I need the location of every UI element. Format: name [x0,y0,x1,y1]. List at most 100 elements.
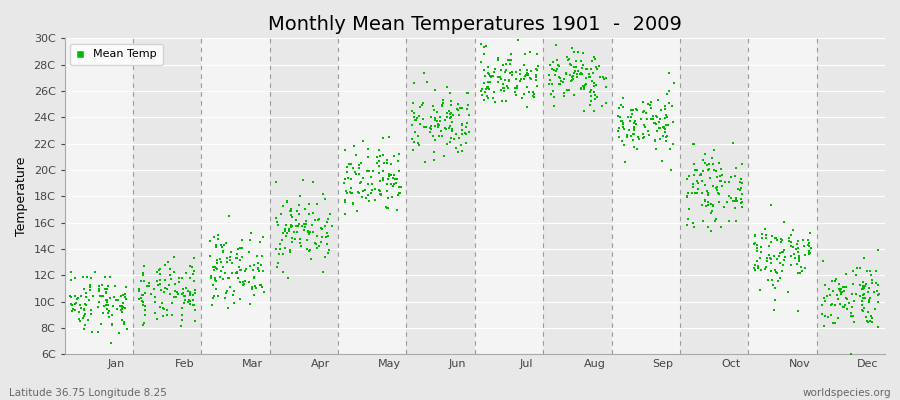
Point [382,170,397,177]
Point [284,206,298,213]
Point [452,112,466,118]
Point [748,266,762,273]
Point [850,265,864,272]
Point [114,309,129,315]
Point [837,288,851,294]
Point [157,306,171,312]
Point [216,264,230,271]
Point [283,249,297,255]
Point [697,168,711,174]
Point [560,54,574,60]
Point [253,282,267,288]
Point [443,111,457,118]
Point [248,274,262,280]
Point [852,265,867,271]
Point [687,161,701,168]
Point [302,231,317,237]
Point [320,250,335,257]
Point [406,147,420,154]
Point [611,127,625,134]
Point [562,56,576,62]
Point [485,94,500,101]
Point [522,89,536,95]
Point [285,223,300,229]
Point [219,240,233,246]
Point [104,321,119,327]
Point [707,147,722,154]
Point [392,168,406,174]
Point [865,280,879,286]
Point [386,181,400,188]
Point [491,54,505,61]
Point [181,288,195,294]
Point [185,271,200,277]
Point [388,176,402,182]
Point [795,267,809,274]
Point [626,107,640,113]
Point [211,293,225,299]
Point [440,114,454,121]
Point [616,118,630,124]
Point [638,124,652,131]
Point [585,70,599,76]
Point [100,306,114,312]
Point [418,159,432,165]
Point [176,286,190,292]
Point [292,221,306,227]
Point [590,64,604,70]
Point [208,275,222,281]
Point [667,80,681,86]
Point [292,211,306,218]
Point [529,74,544,80]
Point [842,300,856,306]
Point [250,252,265,259]
Point [585,78,599,85]
Point [98,286,112,292]
Point [184,263,198,269]
Point [784,243,798,249]
Point [717,204,732,210]
Point [508,92,523,98]
Point [483,73,498,79]
Point [777,262,791,268]
Point [137,263,151,269]
Point [657,124,671,130]
Point [753,287,768,294]
Point [680,176,694,182]
Point [773,260,788,266]
Point [559,71,573,77]
Point [338,176,353,182]
Point [187,277,202,284]
Point [312,216,327,223]
Point [349,171,364,177]
Point [382,173,396,179]
Point [856,286,870,292]
Point [759,264,773,270]
Point [505,72,519,78]
Point [459,120,473,126]
Point [688,167,702,173]
Point [79,294,94,300]
Point [572,67,586,74]
Point [372,158,386,164]
Point [523,75,537,81]
Point [386,183,400,190]
Point [178,297,193,304]
Point [443,90,457,97]
Point [148,286,162,292]
Point [81,316,95,323]
Point [458,130,473,137]
Point [149,278,164,284]
Point [701,166,716,173]
Point [648,136,662,143]
Point [210,265,224,272]
Point [760,258,774,264]
Point [574,70,589,77]
Point [296,227,310,234]
Point [553,81,567,88]
Point [100,297,114,303]
Point [616,95,631,102]
Point [734,185,748,191]
Point [554,78,569,84]
Point [856,285,870,291]
